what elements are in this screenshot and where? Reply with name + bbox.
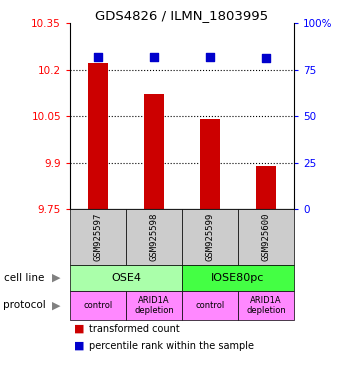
Text: control: control — [83, 301, 113, 310]
Text: ARID1A
depletion: ARID1A depletion — [246, 296, 286, 315]
Point — [151, 53, 157, 60]
Point — [95, 53, 101, 60]
Text: ■: ■ — [74, 324, 84, 334]
Text: GSM925598: GSM925598 — [149, 213, 159, 261]
Bar — [256, 166, 276, 209]
Text: percentile rank within the sample: percentile rank within the sample — [89, 341, 254, 351]
Text: ▶: ▶ — [52, 300, 60, 311]
Text: control: control — [195, 301, 225, 310]
Text: GSM925600: GSM925600 — [261, 213, 271, 261]
Text: transformed count: transformed count — [89, 324, 180, 334]
Bar — [200, 119, 220, 209]
Text: GSM925599: GSM925599 — [205, 213, 215, 261]
Text: IOSE80pc: IOSE80pc — [211, 273, 265, 283]
Bar — [88, 63, 108, 209]
Point — [207, 53, 213, 60]
Text: OSE4: OSE4 — [111, 273, 141, 283]
Text: protocol: protocol — [4, 300, 46, 311]
Text: cell line: cell line — [4, 273, 44, 283]
Bar — [144, 94, 164, 209]
Text: ARID1A
depletion: ARID1A depletion — [134, 296, 174, 315]
Text: ▶: ▶ — [52, 273, 60, 283]
Text: ■: ■ — [74, 341, 84, 351]
Point — [263, 55, 269, 61]
Title: GDS4826 / ILMN_1803995: GDS4826 / ILMN_1803995 — [96, 9, 268, 22]
Text: GSM925597: GSM925597 — [93, 213, 103, 261]
